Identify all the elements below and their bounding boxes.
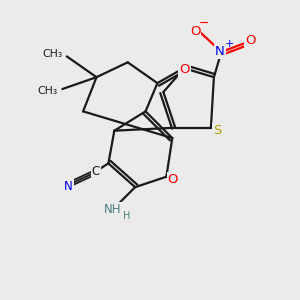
Text: CH₃: CH₃ (38, 85, 58, 96)
Text: O: O (168, 173, 178, 186)
Text: N: N (215, 45, 225, 58)
Text: N: N (64, 180, 73, 193)
Text: −: − (198, 16, 209, 30)
Text: H: H (123, 211, 131, 221)
Text: O: O (245, 34, 256, 47)
Text: O: O (179, 63, 190, 76)
Text: +: + (225, 40, 234, 50)
Text: S: S (213, 124, 222, 136)
Text: CH₃: CH₃ (42, 49, 62, 59)
Text: C: C (92, 165, 100, 178)
Text: NH: NH (104, 203, 122, 216)
Text: O: O (190, 25, 200, 38)
